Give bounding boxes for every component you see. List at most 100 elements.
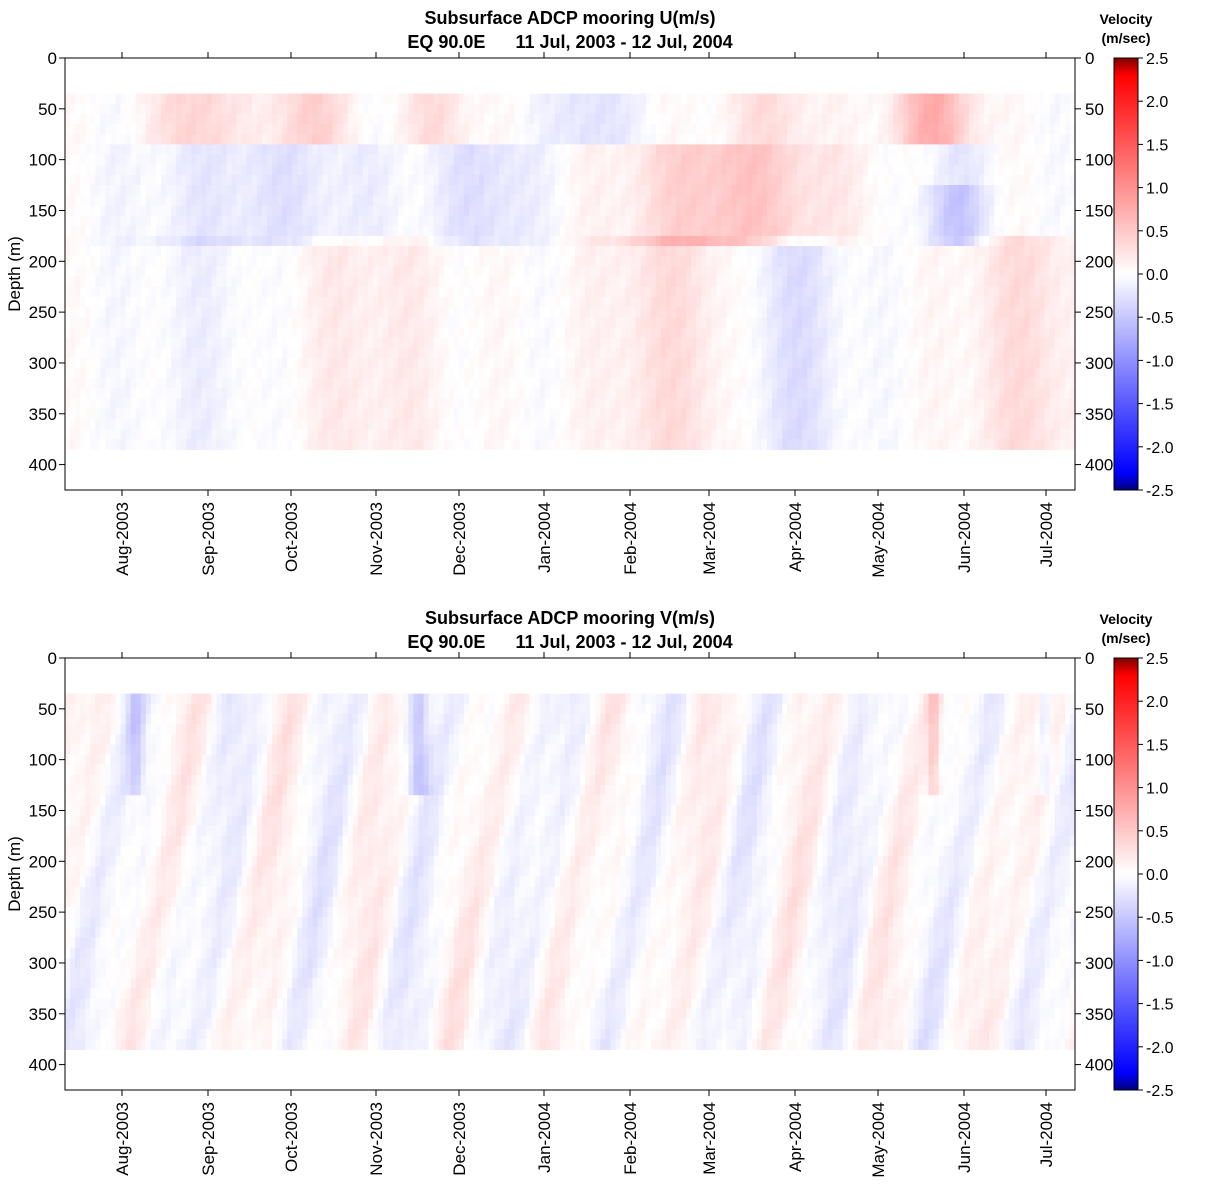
heatmap-cell [317, 368, 324, 379]
heatmap-cell [105, 347, 112, 359]
heatmap-cell [135, 286, 142, 298]
heatmap-cell [70, 347, 76, 359]
heatmap-cell [590, 317, 596, 328]
heatmap-cell [135, 154, 142, 166]
heatmap-cell [514, 327, 521, 339]
heatmap-cell [777, 317, 783, 328]
heatmap-cell [388, 205, 394, 217]
heatmap-cell [307, 378, 314, 389]
heatmap-cell [428, 134, 435, 145]
heatmap-cell [317, 357, 324, 369]
heatmap-cell [635, 327, 642, 339]
heatmap-cell [90, 144, 96, 156]
heatmap-cell [443, 185, 450, 196]
heatmap-cell [332, 185, 339, 196]
heatmap-cell [640, 164, 647, 176]
heatmap-cell [746, 368, 753, 379]
heatmap-cell [160, 235, 167, 247]
heatmap-cell [423, 378, 430, 389]
heatmap-cell [181, 429, 187, 440]
heatmap-cell [504, 205, 510, 217]
heatmap-cell [746, 357, 753, 369]
heatmap-cell [721, 215, 728, 227]
heatmap-cell [756, 154, 763, 166]
heatmap-cell [650, 113, 657, 125]
heatmap-cell [115, 185, 122, 196]
heatmap-cell [766, 378, 773, 389]
heatmap-cell [357, 246, 364, 257]
heatmap-cell [181, 307, 187, 318]
heatmap-cell [150, 408, 157, 420]
heatmap-cell [226, 134, 233, 145]
heatmap-cell [206, 327, 213, 339]
heatmap-cell [585, 327, 591, 339]
heatmap-cell [130, 418, 137, 430]
heatmap-cell [635, 276, 642, 288]
heatmap-cell [777, 256, 783, 267]
heatmap-cell [261, 347, 268, 359]
heatmap-cell [241, 154, 248, 166]
heatmap-cell [519, 215, 526, 227]
heatmap-cell [701, 408, 707, 420]
heatmap-cell [524, 276, 531, 288]
heatmap-cell [292, 256, 298, 267]
heatmap-cell [620, 266, 627, 278]
heatmap-cell [549, 235, 556, 247]
heatmap-cell [564, 317, 571, 328]
heatmap-cell [691, 103, 697, 115]
heatmap-cell [352, 347, 359, 359]
heatmap-cell [155, 429, 162, 440]
heatmap-cell [731, 296, 738, 308]
heatmap-cell [302, 378, 308, 389]
heatmap-cell [201, 276, 207, 288]
heatmap-cell [650, 235, 657, 247]
heatmap-cell [246, 154, 253, 166]
heatmap-cell [474, 164, 480, 176]
heatmap-cell [160, 337, 167, 349]
heatmap-cell [504, 195, 510, 206]
heatmap-cell [403, 357, 409, 369]
heatmap-cell [524, 256, 531, 267]
heatmap-cell [368, 185, 374, 196]
heatmap-cell [686, 215, 692, 227]
heatmap-cell [610, 164, 617, 176]
heatmap-cell [559, 235, 566, 247]
heatmap-cell [766, 337, 773, 349]
heatmap-cell [438, 164, 445, 176]
heatmap-cell [347, 256, 354, 267]
heatmap-cell [383, 205, 389, 217]
heatmap-cell [251, 215, 258, 227]
heatmap-cell [494, 378, 500, 389]
heatmap-cell [625, 93, 632, 105]
heatmap-cell [378, 134, 384, 145]
heatmap-cell [181, 154, 187, 166]
heatmap-cell [504, 225, 510, 237]
heatmap-cell [413, 185, 420, 196]
heatmap-cell [125, 235, 132, 247]
heatmap-cell [297, 154, 303, 166]
heatmap-cell [226, 388, 233, 400]
heatmap-cell [575, 225, 581, 237]
heatmap-cell [256, 256, 263, 267]
heatmap-cell [413, 225, 420, 237]
heatmap-cell [347, 93, 354, 105]
heatmap-cell [206, 429, 213, 440]
heatmap-cell [307, 296, 314, 308]
heatmap-cell [458, 296, 465, 308]
heatmap-cell [347, 388, 354, 400]
heatmap-cell [509, 256, 516, 267]
heatmap-cell [317, 124, 324, 135]
heatmap-cell [701, 134, 707, 145]
heatmap-cell [665, 439, 672, 450]
heatmap-cell [554, 398, 561, 410]
heatmap-cell [160, 398, 167, 410]
heatmap-cell [267, 429, 273, 440]
heatmap-cell [297, 286, 303, 298]
heatmap-cell [75, 205, 81, 217]
heatmap-cell [256, 205, 263, 217]
heatmap-cell [504, 266, 510, 278]
heatmap-cell [368, 347, 374, 359]
heatmap-cell [575, 154, 581, 166]
heatmap-cell [186, 256, 192, 267]
heatmap-cell [398, 235, 404, 247]
